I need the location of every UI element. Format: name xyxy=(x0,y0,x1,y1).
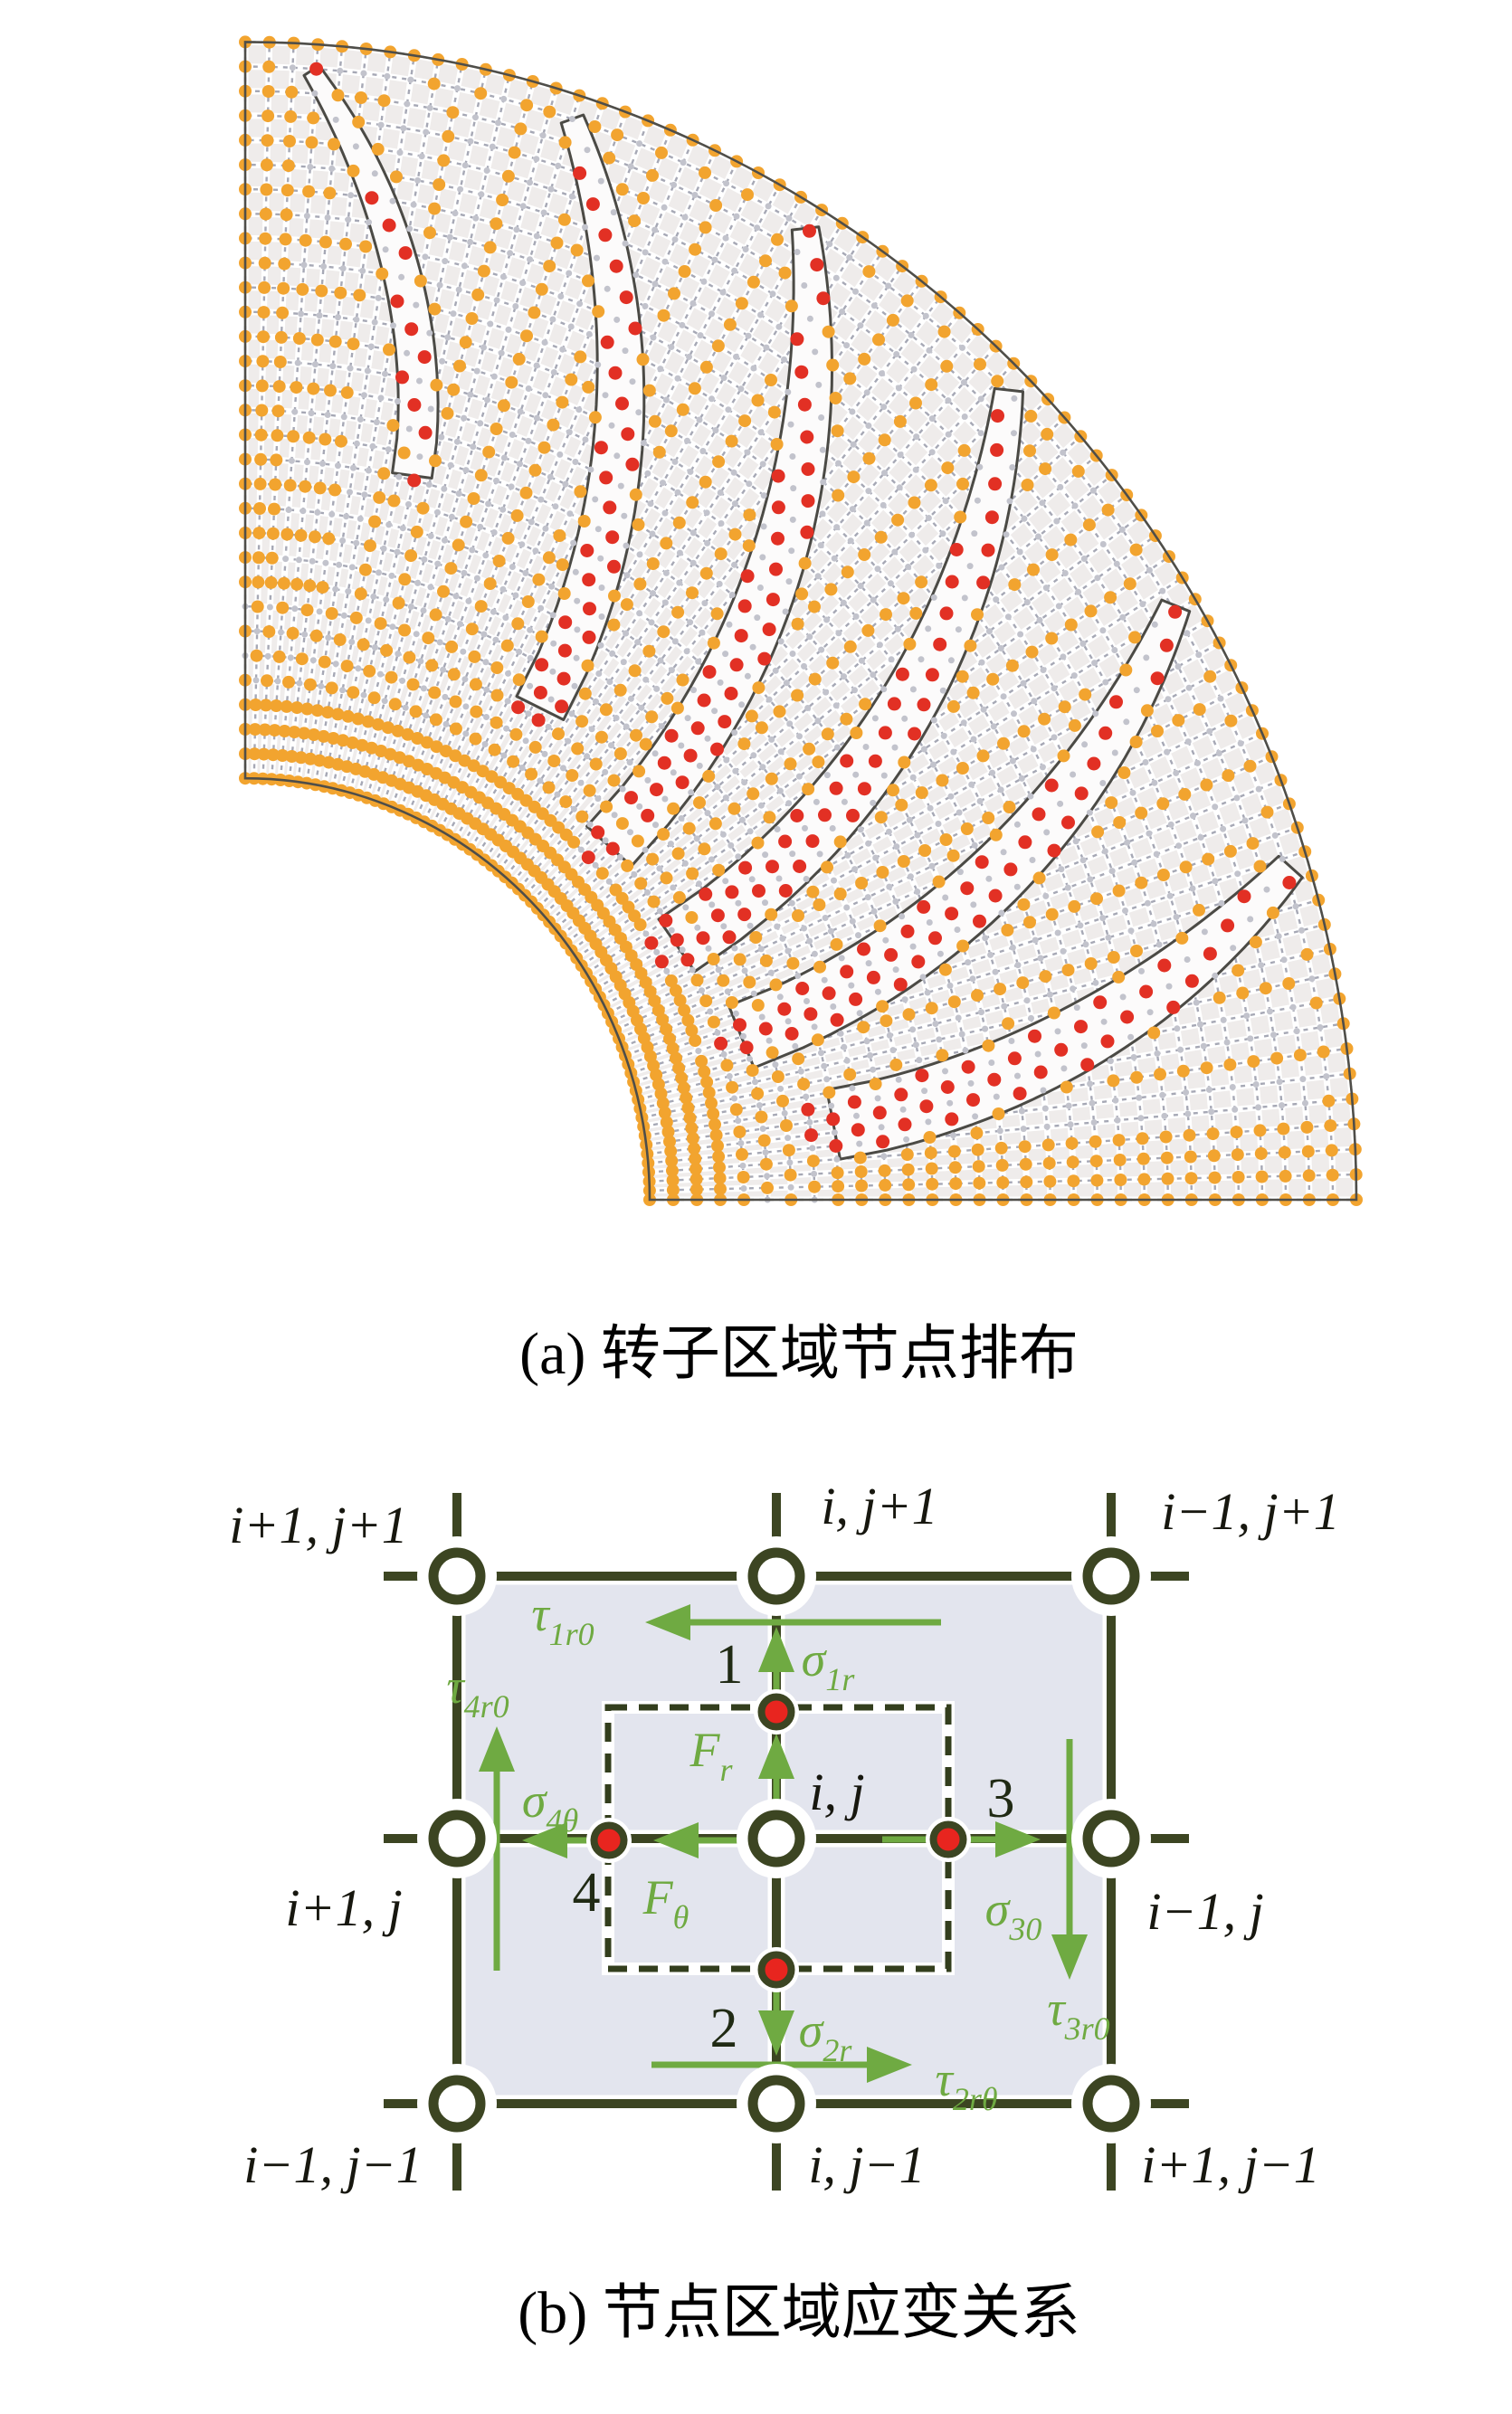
grid-node xyxy=(747,1547,805,1605)
index-label-i+1-j-1: i+1, j−1 xyxy=(1141,2135,1320,2194)
sigma-2-arrow-head xyxy=(758,2010,794,2056)
midpoint-dot-3 xyxy=(929,1820,967,1858)
stencil-labels: i+1, j+1 i, j+1 i−1, j+1 i+1, j i−1, j i−1, j… xyxy=(229,1477,1340,2194)
index-label-i+1-j: i+1, j xyxy=(285,1878,402,1937)
stress-label-sigma-1r: σ1r xyxy=(802,1632,856,1697)
tau-1-arrow xyxy=(645,1604,941,1640)
stress-label-tau-3r0: τ3r0 xyxy=(1047,1982,1109,2047)
stencil-figure: i+1, j+1 i, j+1 i−1, j+1 i+1, j i−1, j i−1, j… xyxy=(229,1477,1340,2194)
stress-arrows xyxy=(479,1604,1088,2083)
midpoint-dot-4 xyxy=(590,1821,628,1859)
index-label-i-j: i, j xyxy=(809,1763,864,1821)
midpoint-number-3: 3 xyxy=(987,1768,1015,1830)
tau-2-arrow-head xyxy=(867,2047,912,2083)
sigma-3-arrow-head xyxy=(995,1821,1041,1858)
tau-1-arrow-head xyxy=(645,1604,690,1640)
tau-4-arrow-head xyxy=(479,1726,515,1772)
f-r-arrow-head xyxy=(758,1734,794,1779)
sigma-1-arrow-head xyxy=(758,1627,794,1672)
tau-3-arrow-head xyxy=(1051,1934,1088,1980)
midpoint-dot-1 xyxy=(757,1693,795,1731)
grid-node xyxy=(428,1810,486,1868)
grid-node xyxy=(747,1810,805,1868)
midpoint-number-2: 2 xyxy=(710,1998,738,2059)
f-theta-arrow-head xyxy=(653,1822,699,1858)
grid-node xyxy=(747,2075,805,2133)
grid-node xyxy=(1082,1810,1140,1868)
index-label-i-j-1: i, j−1 xyxy=(808,2135,925,2194)
stress-label-sigma-2r: σ2r xyxy=(799,2003,853,2068)
tau-4-arrow xyxy=(479,1726,515,1971)
stencil-nodes xyxy=(417,1536,1151,2143)
tau-2-arrow xyxy=(651,2047,912,2083)
midpoint-number-1: 1 xyxy=(716,1634,744,1696)
grid-node xyxy=(428,1547,486,1605)
stress-label-tau-2rth: τ2rθ xyxy=(935,2052,997,2117)
tau-3-arrow xyxy=(1051,1739,1088,1980)
index-label-i-1-j+1: i−1, j+1 xyxy=(1161,1482,1340,1541)
midpoint-dot-2 xyxy=(757,1951,795,1989)
stress-label-sigma-4th: σ4θ xyxy=(522,1773,578,1839)
grid-node xyxy=(1082,2075,1140,2133)
grid-node xyxy=(1082,1547,1140,1605)
stress-label-sigma-30: σ30 xyxy=(985,1882,1042,1947)
stress-label-f-theta: Fθ xyxy=(642,1870,689,1935)
rotor-region-outline xyxy=(243,41,1358,1202)
index-label-i-j+1: i, j+1 xyxy=(821,1477,937,1535)
index-label-i-1-j: i−1, j xyxy=(1146,1882,1263,1941)
index-label-i-1-j-1: i−1, j−1 xyxy=(243,2135,423,2194)
stress-label-tau-4r0: τ4r0 xyxy=(446,1659,509,1725)
caption-b: (b) 节点区域应变关系 xyxy=(518,2280,1080,2346)
index-label-i+1-j+1: i+1, j+1 xyxy=(229,1496,408,1554)
midpoint-number-4: 4 xyxy=(573,1862,601,1924)
grid-node xyxy=(428,2075,486,2133)
midpoint-dots xyxy=(586,1689,971,1992)
stress-label-tau-1r0: τ1r0 xyxy=(531,1587,594,1652)
mesh-figure xyxy=(239,35,1363,1206)
caption-a: (a) 转子区域节点排布 xyxy=(519,1321,1079,1387)
stress-label-f-r: Fr xyxy=(689,1723,733,1788)
four-left-arrow-head xyxy=(522,1822,567,1858)
flux-barrier-5 xyxy=(727,598,1192,1069)
